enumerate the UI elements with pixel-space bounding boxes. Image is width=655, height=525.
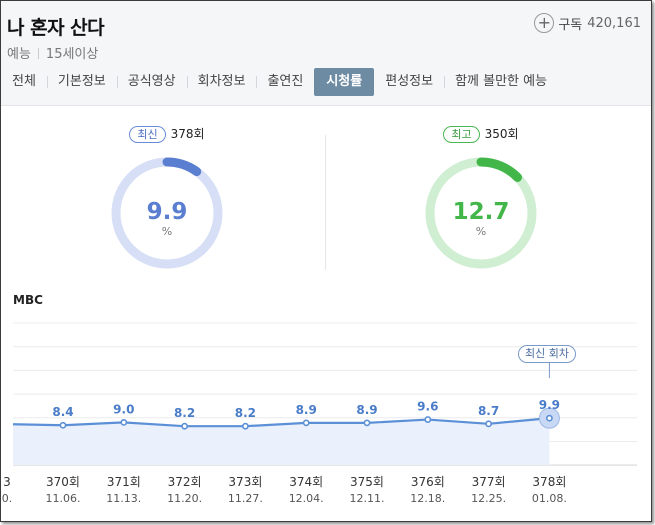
chart-x-episode-label: 375회 bbox=[350, 475, 384, 489]
chart-x-episode-label: 376회 bbox=[411, 475, 445, 489]
latest-gauge-ring bbox=[111, 157, 223, 269]
chart-x-episode-label: 377회 bbox=[472, 475, 506, 489]
chart-point bbox=[424, 416, 432, 423]
chart-point bbox=[120, 418, 128, 426]
tab-recommended[interactable]: 함께 볼만한 예능 bbox=[444, 68, 558, 96]
tab-schedule[interactable]: 편성정보 bbox=[385, 74, 434, 89]
chart-data-label: 9.6 bbox=[417, 400, 438, 414]
tab-bar: 전체 기본정보 공식영상 회차정보 출연진 시청률 편성정보 함께 볼만한 예능 bbox=[1, 68, 558, 96]
latest-badge: 최신 bbox=[129, 126, 166, 143]
chart-data-label: 9.0 bbox=[113, 402, 134, 416]
program-rating: 15세이상 bbox=[45, 47, 99, 62]
latest-rating-gauge: 최신 378회 9.9 % bbox=[87, 107, 247, 282]
tab-episode-info[interactable]: 회차정보 bbox=[186, 68, 257, 96]
best-gauge-arc bbox=[425, 157, 537, 269]
chart-x-date-label-partial: 0. bbox=[2, 492, 13, 505]
ratings-line-chart: 8.4 370회 11.06. 9.0 371회 11.13. 8.2 372회 11.20. 8… bbox=[2, 322, 637, 505]
latest-episode: 378회 bbox=[170, 127, 205, 141]
rating-gauges: 최신 378회 9.9 % 최고 350회 12.7 % bbox=[1, 107, 651, 282]
latest-rating-unit: % bbox=[161, 225, 173, 238]
channel-label: MBC bbox=[13, 293, 43, 307]
chart-x-episode-label-partial: 3 bbox=[3, 475, 11, 489]
chart-point bbox=[181, 422, 188, 430]
chart-area bbox=[13, 418, 550, 465]
latest-episode-callout: 최신 회차 bbox=[518, 345, 576, 363]
chart-point bbox=[485, 420, 492, 428]
subscriber-count: 420,161 bbox=[587, 15, 641, 31]
meta-divider bbox=[37, 48, 39, 59]
tab-cast[interactable]: 출연진 bbox=[256, 68, 314, 96]
chart-point bbox=[302, 419, 310, 427]
chart-data-label: 8.9 bbox=[296, 403, 317, 417]
chart-point bbox=[363, 419, 371, 427]
best-gauge-ring bbox=[425, 157, 537, 269]
chart-x-episode-label: 373회 bbox=[228, 475, 262, 489]
chart-data-label: 8.9 bbox=[356, 403, 377, 417]
chart-data-label: 8.2 bbox=[174, 406, 195, 420]
chart-point bbox=[59, 421, 67, 429]
gauge-divider bbox=[325, 135, 326, 270]
chart-point bbox=[241, 422, 249, 430]
chart-x-date-label: 11.20. bbox=[167, 492, 202, 505]
chart-x-date-label: 12.11. bbox=[350, 492, 385, 505]
program-title: 나 혼자 산다 bbox=[7, 17, 105, 39]
program-meta: 예능 15세이상 bbox=[7, 43, 98, 62]
tab-ratings[interactable]: 시청률 bbox=[314, 68, 375, 96]
chart-x-date-label: 11.06. bbox=[46, 492, 81, 505]
chart-x-date-label: 12.04. bbox=[289, 492, 324, 505]
best-rating-unit: % bbox=[475, 225, 487, 238]
chart-data-label: 8.4 bbox=[52, 405, 73, 419]
best-rating-value: 12.7 bbox=[452, 199, 510, 225]
latest-rating-value: 9.9 bbox=[146, 199, 188, 225]
chart-data-label: 9.9 bbox=[539, 398, 560, 412]
chart-point bbox=[546, 414, 553, 422]
chart-x-episode-label: 371회 bbox=[107, 475, 141, 489]
program-header: 나 혼자 산다 예능 15세이상 + 구독 420,161 전체 기본정보 공식영… bbox=[1, 1, 651, 106]
chart-x-date-label: 01.08. bbox=[532, 492, 567, 505]
ratings-chart: MBC 8.4 370회 11.06. 9.0 371회 11.13. 8.2 372회 11.… bbox=[1, 283, 651, 521]
latest-gauge-arc bbox=[111, 157, 223, 269]
chart-x-date-label: 12.25. bbox=[471, 492, 506, 505]
chart-data-label: 8.2 bbox=[235, 406, 256, 420]
best-rating-gauge: 최고 350회 12.7 % bbox=[401, 107, 561, 282]
chart-x-date-label: 11.13. bbox=[106, 492, 141, 505]
chart-series-line bbox=[12, 417, 550, 428]
subscribe-label: 구독 bbox=[558, 17, 583, 33]
chart-x-episode-label: 378회 bbox=[532, 475, 566, 489]
program-genre[interactable]: 예능 bbox=[7, 47, 31, 62]
tab-basic-info[interactable]: 기본정보 bbox=[46, 68, 117, 96]
tab-all[interactable]: 전체 bbox=[12, 74, 36, 89]
chart-x-date-label: 12.18. bbox=[410, 492, 445, 505]
best-badge: 최고 bbox=[443, 126, 480, 143]
chart-x-date-label: 11.27. bbox=[228, 492, 263, 505]
subscribe-button[interactable]: + 구독 420,161 bbox=[534, 13, 641, 33]
chart-x-episode-label: 374회 bbox=[289, 475, 323, 489]
best-episode: 350회 bbox=[484, 127, 519, 141]
plus-icon: + bbox=[534, 13, 555, 33]
chart-x-episode-label: 370회 bbox=[46, 475, 80, 489]
chart-data-label: 8.7 bbox=[478, 404, 499, 418]
tab-official-video[interactable]: 공식영상 bbox=[116, 68, 187, 96]
chart-x-episode-label: 372회 bbox=[168, 475, 202, 489]
